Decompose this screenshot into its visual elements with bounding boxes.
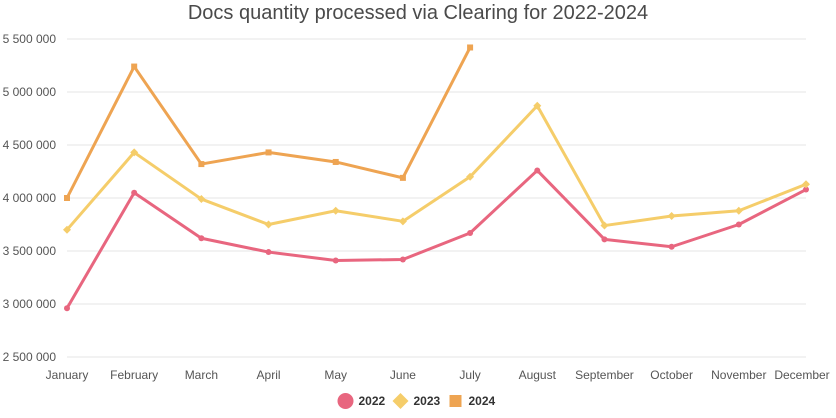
y-tick-label: 4 000 000 <box>3 191 57 205</box>
data-point-2022[interactable] <box>332 257 339 264</box>
x-tick-label: January <box>46 368 89 382</box>
x-tick-label: March <box>185 368 218 382</box>
x-axis-labels: January February March April May June July Augu… <box>46 368 830 382</box>
data-point-2023[interactable] <box>466 172 475 181</box>
series-lines <box>65 45 808 310</box>
data-point-2023[interactable] <box>130 148 139 157</box>
legend: 2022 2023 2024 <box>337 393 496 409</box>
chart-title: Docs quantity processed via Clearing for… <box>187 2 649 24</box>
series-line-2023 <box>65 104 808 232</box>
x-tick-label: August <box>519 368 557 382</box>
x-tick-label: October <box>650 368 693 382</box>
data-point-2022[interactable] <box>265 249 272 256</box>
x-tick-label: May <box>324 368 347 382</box>
data-point-2023[interactable] <box>331 206 340 215</box>
data-point-2024[interactable] <box>265 149 272 156</box>
x-tick-label: November <box>711 368 766 382</box>
data-point-2023[interactable] <box>63 225 71 234</box>
data-point-2024[interactable] <box>131 63 138 70</box>
data-point-2022[interactable] <box>735 221 742 228</box>
y-tick-label: 4 500 000 <box>3 138 57 152</box>
x-tick-label: February <box>110 368 158 382</box>
data-point-2022[interactable] <box>399 256 406 263</box>
x-tick-label: September <box>575 368 634 382</box>
y-tick-label: 5 500 000 <box>3 32 57 46</box>
data-point-2023[interactable] <box>197 195 206 204</box>
x-tick-label: June <box>390 368 416 382</box>
legend-label: 2023 <box>414 394 441 408</box>
data-point-2022[interactable] <box>198 235 205 242</box>
y-axis-labels: 2 500 000 3 000 000 3 500 000 4 000 000 4 50… <box>3 32 57 364</box>
data-point-2023[interactable] <box>264 220 273 229</box>
y-tick-label: 2 500 000 <box>3 350 57 364</box>
legend-marker[interactable] <box>392 393 409 409</box>
data-point-2023[interactable] <box>398 217 407 226</box>
data-point-2022[interactable] <box>131 189 138 196</box>
series-line-2024 <box>65 45 472 200</box>
data-point-2022[interactable] <box>467 229 474 236</box>
data-point-2024[interactable] <box>399 174 406 181</box>
legend-item-2023[interactable]: 2023 <box>392 393 441 409</box>
x-tick-label: April <box>257 368 281 382</box>
series-line-2022 <box>65 168 808 310</box>
data-point-2022[interactable] <box>64 305 70 312</box>
data-point-2023[interactable] <box>802 180 810 189</box>
legend-label: 2024 <box>469 394 496 408</box>
data-point-2023[interactable] <box>734 206 743 215</box>
legend-marker[interactable] <box>449 395 462 407</box>
data-point-2024[interactable] <box>198 161 205 168</box>
data-point-2024[interactable] <box>64 195 70 201</box>
legend-label: 2022 <box>359 394 386 408</box>
y-tick-label: 5 000 000 <box>3 85 57 99</box>
data-point-2024[interactable] <box>332 158 339 165</box>
legend-marker[interactable] <box>337 393 354 409</box>
y-tick-label: 3 500 000 <box>3 244 57 258</box>
series-markers <box>63 44 810 312</box>
data-point-2022[interactable] <box>668 243 675 250</box>
legend-item-2022[interactable]: 2022 <box>337 393 386 409</box>
legend-item-2024[interactable]: 2024 <box>449 394 496 408</box>
data-point-2022[interactable] <box>803 186 809 193</box>
x-tick-label: July <box>459 368 480 382</box>
data-point-2022[interactable] <box>601 236 608 243</box>
data-point-2023[interactable] <box>600 221 609 230</box>
data-point-2023[interactable] <box>533 101 542 110</box>
data-point-2023[interactable] <box>667 212 676 221</box>
data-point-2022[interactable] <box>534 167 541 174</box>
data-point-2024[interactable] <box>467 44 474 51</box>
y-tick-label: 3 000 000 <box>3 297 57 311</box>
x-tick-label: December <box>774 368 829 382</box>
